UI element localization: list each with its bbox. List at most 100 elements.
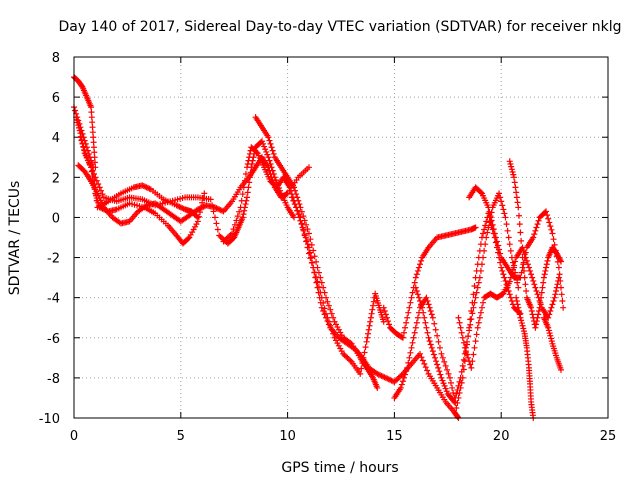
data-point bbox=[419, 304, 426, 311]
data-point bbox=[544, 257, 551, 264]
data-point bbox=[550, 298, 557, 305]
data-point bbox=[305, 164, 312, 171]
series-track-5 bbox=[77, 134, 298, 247]
data-point bbox=[244, 164, 251, 171]
data-point bbox=[313, 279, 320, 286]
data-point bbox=[518, 317, 525, 324]
data-point bbox=[288, 194, 295, 201]
data-point bbox=[464, 338, 471, 345]
data-point bbox=[406, 354, 413, 361]
data-point bbox=[323, 310, 330, 317]
data-point bbox=[325, 318, 332, 325]
data-point bbox=[263, 148, 270, 155]
data-point bbox=[357, 370, 364, 377]
data-point bbox=[471, 344, 478, 351]
data-point bbox=[194, 218, 201, 225]
data-point bbox=[546, 219, 553, 226]
data-point bbox=[514, 301, 521, 308]
data-point bbox=[239, 191, 246, 198]
series-track-9 bbox=[380, 224, 479, 341]
data-point bbox=[409, 289, 416, 296]
data-point bbox=[305, 250, 312, 257]
data-point bbox=[513, 194, 520, 201]
data-point bbox=[434, 361, 441, 368]
data-point bbox=[90, 139, 97, 146]
data-point bbox=[366, 322, 373, 329]
data-point bbox=[472, 224, 479, 231]
data-point bbox=[484, 229, 491, 236]
data-point bbox=[523, 257, 530, 264]
data-point bbox=[468, 316, 475, 323]
data-point bbox=[231, 221, 238, 228]
data-point bbox=[491, 230, 498, 237]
data-point bbox=[480, 299, 487, 306]
data-point bbox=[548, 304, 555, 311]
data-point bbox=[505, 287, 512, 294]
data-point bbox=[292, 187, 299, 194]
data-point bbox=[456, 389, 463, 396]
data-point bbox=[455, 382, 462, 389]
data-point bbox=[548, 338, 555, 345]
data-point bbox=[538, 294, 545, 301]
data-point bbox=[83, 154, 90, 161]
data-point bbox=[324, 298, 331, 305]
data-point bbox=[303, 221, 310, 228]
data-point bbox=[469, 310, 476, 317]
data-point bbox=[470, 291, 477, 298]
data-point bbox=[555, 264, 562, 271]
data-point bbox=[417, 350, 424, 357]
data-point bbox=[545, 324, 552, 331]
data-point bbox=[241, 207, 248, 214]
data-point bbox=[240, 211, 247, 218]
data-point bbox=[558, 291, 565, 298]
data-point bbox=[211, 214, 218, 221]
data-point bbox=[317, 274, 324, 281]
data-point bbox=[85, 157, 92, 164]
data-point bbox=[497, 250, 504, 257]
data-point bbox=[213, 220, 220, 227]
data-point bbox=[550, 236, 557, 243]
data-point bbox=[72, 107, 79, 114]
data-point bbox=[511, 179, 518, 186]
data-point bbox=[531, 281, 538, 288]
data-point bbox=[509, 266, 516, 273]
data-point bbox=[407, 349, 414, 356]
y-tick-label: -2 bbox=[47, 252, 60, 267]
data-point bbox=[516, 311, 523, 318]
data-point bbox=[268, 164, 275, 171]
data-point bbox=[514, 199, 521, 206]
data-point bbox=[268, 144, 275, 151]
data-point bbox=[422, 364, 429, 371]
data-point bbox=[472, 294, 479, 301]
data-point bbox=[558, 366, 565, 373]
data-point bbox=[505, 234, 512, 241]
data-point bbox=[476, 314, 483, 321]
data-point bbox=[425, 334, 432, 341]
data-point bbox=[239, 214, 246, 221]
data-point bbox=[545, 215, 552, 222]
data-point bbox=[404, 314, 411, 321]
data-point bbox=[408, 344, 415, 351]
data-point bbox=[428, 311, 435, 318]
data-point bbox=[460, 339, 467, 346]
data-point bbox=[518, 237, 525, 244]
data-point bbox=[506, 241, 513, 248]
data-point bbox=[267, 140, 274, 147]
data-point bbox=[502, 277, 509, 284]
data-point bbox=[508, 166, 515, 173]
data-point bbox=[277, 187, 284, 194]
data-point bbox=[513, 189, 520, 196]
data-point bbox=[269, 147, 276, 154]
data-point bbox=[411, 329, 418, 336]
data-point bbox=[398, 381, 405, 388]
data-point bbox=[520, 325, 527, 332]
data-point bbox=[508, 163, 515, 170]
data-point bbox=[421, 360, 428, 367]
data-point bbox=[488, 217, 495, 224]
data-point bbox=[428, 344, 435, 351]
data-point bbox=[91, 149, 98, 156]
data-point bbox=[412, 274, 419, 281]
data-point bbox=[238, 197, 245, 204]
data-point bbox=[483, 234, 490, 241]
data-point bbox=[519, 264, 526, 271]
